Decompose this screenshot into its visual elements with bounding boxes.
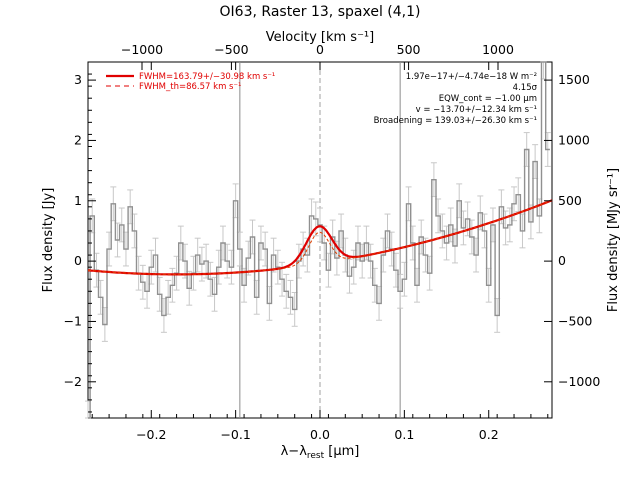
right-tick-label: 1000 bbox=[558, 132, 590, 147]
y-axis-ticks: −2 −1 0 1 2 3 bbox=[64, 72, 96, 413]
fit-annotations: 1.97e−17+/−4.74e−18 W m⁻² 4.15σ EQW_cont… bbox=[374, 72, 538, 126]
y-tick-label: 1 bbox=[74, 193, 82, 208]
right-tick-label: 0 bbox=[558, 253, 566, 268]
x-tick-label: 0.2 bbox=[479, 427, 499, 442]
right-axis-ticks: −1000 −500 0 500 1000 1500 bbox=[544, 72, 600, 389]
legend-item-fwhm-th: FWHM_th=86.57 km s⁻¹ bbox=[139, 82, 241, 92]
velocity-tick-label: −1000 bbox=[121, 42, 163, 57]
annotation-broadening: Broadening = 139.03+/−26.30 km s⁻¹ bbox=[374, 116, 537, 126]
right-tick-label: 1500 bbox=[558, 72, 590, 87]
x-tick-label: 0.0 bbox=[310, 427, 330, 442]
annotation-eqw: EQW_cont = −1.00 μm bbox=[439, 94, 537, 104]
velocity-axis-label: Velocity [km s⁻¹] bbox=[266, 30, 374, 45]
x-axis-ticks: −0.2 −0.1 0.0 0.1 0.2 bbox=[91, 62, 549, 442]
y-axis-label: Flux density [Jy] bbox=[41, 188, 56, 293]
right-tick-label: 500 bbox=[558, 193, 582, 208]
velocity-tick-label: −500 bbox=[214, 42, 248, 57]
velocity-tick-label: 500 bbox=[397, 42, 421, 57]
annotation-velocity: v = −13.70+/−12.34 km s⁻¹ bbox=[416, 105, 537, 115]
y-tick-label: −2 bbox=[64, 374, 82, 389]
legend-item-fwhm: FWHM=163.79+/−30.98 km s⁻¹ bbox=[139, 72, 275, 82]
fit-thermal-dashed-line bbox=[87, 199, 553, 275]
legend: FWHM=163.79+/−30.98 km s⁻¹ FWHM_th=86.57… bbox=[106, 72, 275, 92]
velocity-axis-ticks: −1000 −500 0 500 1000 bbox=[121, 42, 514, 70]
x-tick-label: −0.1 bbox=[220, 427, 250, 442]
x-tick-label: −0.2 bbox=[136, 427, 166, 442]
y-tick-label: 2 bbox=[74, 132, 82, 147]
right-tick-label: −1000 bbox=[558, 374, 600, 389]
chart-title: OI63, Raster 13, spaxel (4,1) bbox=[220, 4, 421, 20]
right-axis-label: Flux density [MJy sr⁻¹] bbox=[606, 168, 621, 312]
y-tick-label: 3 bbox=[74, 72, 82, 87]
y-tick-label: −1 bbox=[64, 313, 82, 328]
annotation-line-flux: 1.97e−17+/−4.74e−18 W m⁻² bbox=[406, 72, 537, 82]
spectrum-series-line bbox=[88, 61, 550, 419]
x-tick-label: 0.1 bbox=[394, 427, 414, 442]
right-tick-label: −500 bbox=[558, 313, 592, 328]
annotation-significance: 4.15σ bbox=[513, 83, 538, 93]
velocity-tick-label: 1000 bbox=[482, 42, 514, 57]
x-axis-label: λ−λrest [μm] bbox=[281, 444, 360, 461]
velocity-tick-label: 0 bbox=[316, 42, 324, 57]
y-tick-label: 0 bbox=[74, 253, 82, 268]
